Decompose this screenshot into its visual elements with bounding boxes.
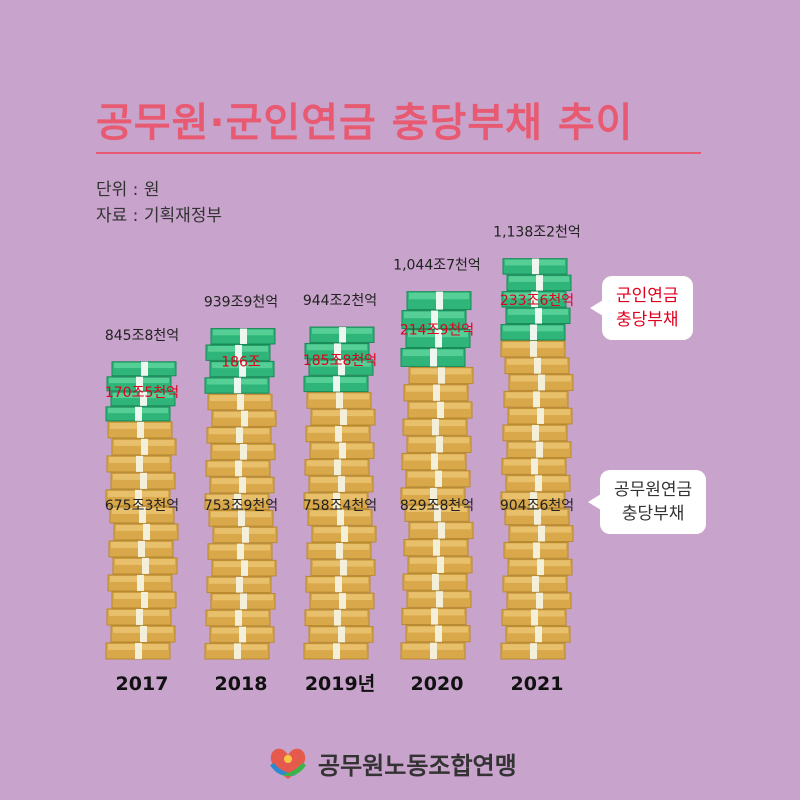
military-value-label: 186조 <box>221 354 261 370</box>
total-label: 939조9천억 <box>204 295 278 311</box>
title-divider <box>96 152 701 154</box>
source-label: 자료 : 기획재정부 <box>96 206 223 226</box>
total-label: 1,044조7천억 <box>393 258 481 274</box>
military-pension-stack <box>204 328 276 394</box>
military-value-label: 214조9천억 <box>400 323 474 339</box>
heart-hands-icon <box>270 748 306 779</box>
military-pension-stack <box>303 326 375 393</box>
civil-value-label: 675조3천억 <box>105 498 179 514</box>
military-value-label: 233조6천억 <box>500 293 574 309</box>
year-label: 2021 <box>511 673 564 695</box>
total-label: 845조8천억 <box>105 328 179 344</box>
civil-pension-stack <box>204 393 278 660</box>
civil-value-label: 904조6천억 <box>500 498 574 514</box>
footer-org-name: 공무원노동조합연맹 <box>318 751 517 780</box>
military-value-label: 170조5천억 <box>105 385 179 401</box>
civil-value-label: 753조9천억 <box>204 498 278 514</box>
civil-pension-stack <box>303 392 377 660</box>
year-label: 2019년 <box>305 673 375 695</box>
total-label: 1,138조2천억 <box>493 225 581 241</box>
military-pension-stack <box>105 361 177 422</box>
page-title: 공무원·군인연금 충당부채 추이 <box>96 100 634 146</box>
unit-label: 단위 : 원 <box>96 180 160 200</box>
civil-value-label: 758조4천억 <box>303 498 377 514</box>
total-label: 944조2천억 <box>303 293 377 309</box>
civil-pension-stack <box>500 340 574 660</box>
military-pension-callout: 군인연금 충당부채 <box>590 276 693 340</box>
military-pension-stack <box>500 258 572 341</box>
year-label: 2018 <box>215 673 268 695</box>
civil-pension-stack <box>105 421 179 660</box>
military-value-label: 185조8천억 <box>303 353 377 369</box>
footer: 공무원노동조합연맹 <box>266 745 517 781</box>
civil-value-label: 829조8천억 <box>400 498 474 514</box>
year-label: 2017 <box>116 673 169 695</box>
civil-pension-callout: 공무원연금 충당부채 <box>587 470 707 534</box>
military-pension-stack <box>400 291 472 367</box>
year-label: 2020 <box>411 673 464 695</box>
civil-pension-stack <box>400 366 474 660</box>
